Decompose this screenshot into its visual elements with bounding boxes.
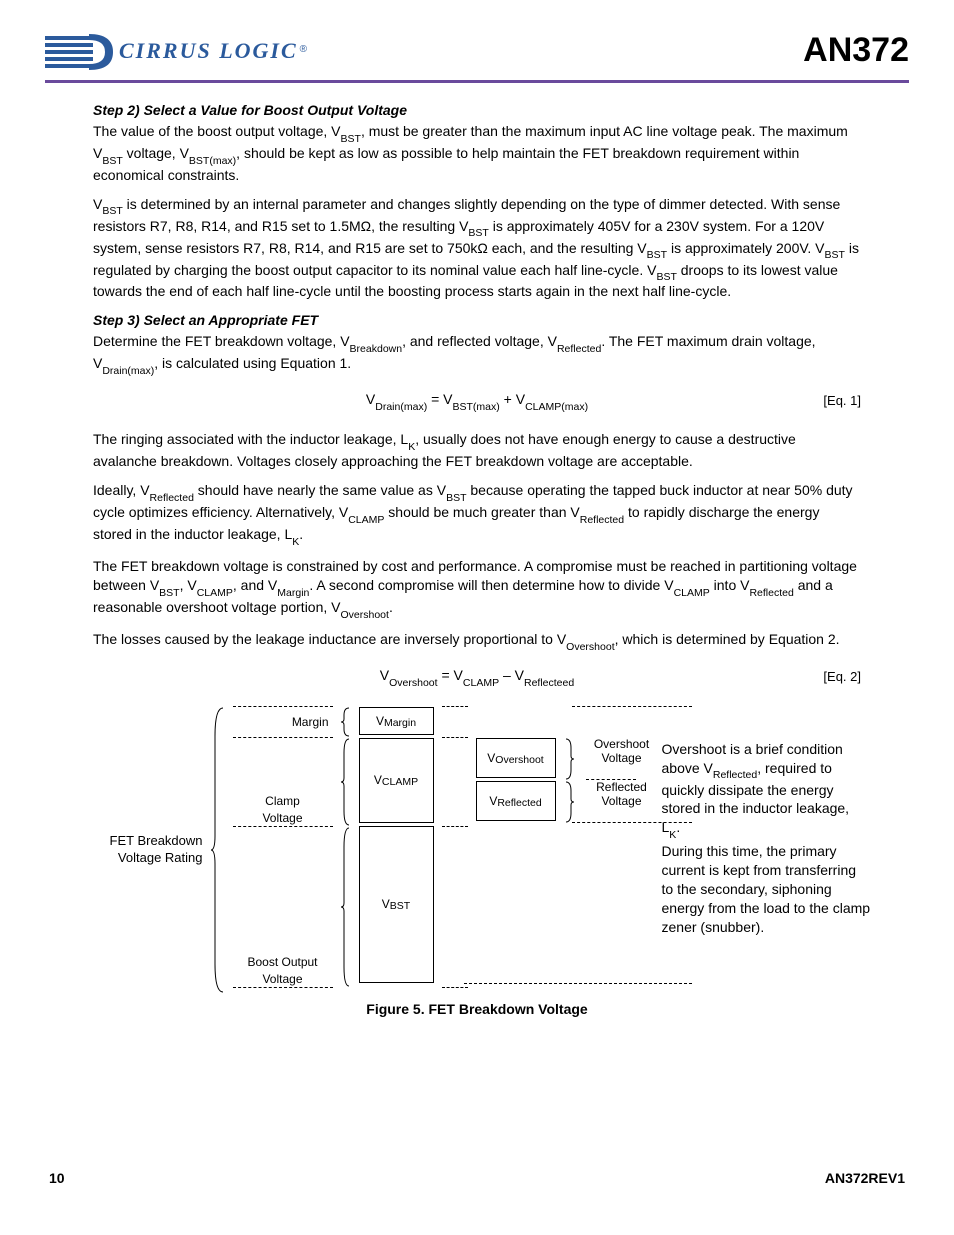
page-number: 10 bbox=[49, 1169, 65, 1188]
step2-para2: VBST is determined by an internal parame… bbox=[93, 195, 861, 302]
equation-2: VOvershoot = VCLAMP – VReflecteed [Eq. 2… bbox=[93, 666, 861, 688]
var-boxes-col2: VOvershoot VReflected bbox=[476, 706, 556, 994]
brace-icon bbox=[564, 780, 574, 823]
step3-para1: Determine the FET breakdown voltage, VBr… bbox=[93, 332, 861, 376]
diagram-side-text: Overshoot is a brief condition above VRe… bbox=[662, 706, 872, 947]
step3-para4: The FET breakdown voltage is constrained… bbox=[93, 557, 861, 620]
reflected-name: ReflectedVoltage bbox=[582, 780, 662, 822]
var-boxes-col1: VMargin VCLAMP VBST bbox=[359, 706, 434, 994]
fet-diagram: FET Breakdown Voltage Rating Margin Clam… bbox=[83, 706, 662, 994]
step2-heading: Step 2) Select a Value for Boost Output … bbox=[93, 101, 861, 120]
page-content: Step 2) Select a Value for Boost Output … bbox=[45, 101, 909, 1019]
figure-5: FET Breakdown Voltage Rating Margin Clam… bbox=[93, 706, 861, 1019]
vbst-box: VBST bbox=[359, 826, 434, 983]
eq2-label: [Eq. 2] bbox=[823, 668, 861, 686]
brace-icon bbox=[341, 826, 351, 987]
page-footer: 10 AN372REV1 bbox=[45, 1169, 909, 1188]
right-names: OvershootVoltage ReflectedVoltage bbox=[582, 706, 662, 994]
clamp-name: ClampVoltage bbox=[233, 738, 333, 826]
margin-name: Margin bbox=[233, 707, 333, 737]
step2-para1: The value of the boost output voltage, V… bbox=[93, 122, 861, 185]
vmargin-box: VMargin bbox=[359, 707, 434, 735]
step3-heading: Step 3) Select an Appropriate FET bbox=[93, 311, 861, 330]
vreflected-box: VReflected bbox=[476, 781, 556, 821]
brace-icon bbox=[341, 706, 351, 737]
overshoot-name: OvershootVoltage bbox=[582, 737, 662, 779]
eq1-label: [Eq. 1] bbox=[823, 392, 861, 410]
revision-code: AN372REV1 bbox=[825, 1169, 905, 1188]
step3-para2: The ringing associated with the inductor… bbox=[93, 430, 861, 471]
logo-mark-icon bbox=[45, 30, 115, 72]
connector-lines bbox=[442, 706, 468, 994]
vclamp-box: VCLAMP bbox=[359, 738, 434, 823]
diagram-left-label: FET Breakdown Voltage Rating bbox=[83, 706, 203, 994]
right-section-braces bbox=[564, 706, 574, 994]
page-header: CIRRUS LOGIC® AN372 bbox=[45, 28, 909, 83]
step3-para5: The losses caused by the leakage inducta… bbox=[93, 630, 861, 652]
vovershoot-box: VOvershoot bbox=[476, 738, 556, 778]
boost-name: Boost OutputVoltage bbox=[233, 827, 333, 987]
step3-para3: Ideally, VReflected should have nearly t… bbox=[93, 481, 861, 547]
equation-1: VDrain(max) = VBST(max) + VCLAMP(max) [E… bbox=[93, 390, 861, 412]
figure-caption: Figure 5. FET Breakdown Voltage bbox=[366, 1000, 587, 1019]
logo-text: CIRRUS LOGIC® bbox=[119, 36, 307, 66]
section-names: Margin ClampVoltage Boost OutputVoltage bbox=[233, 706, 333, 994]
brace-icon bbox=[564, 737, 574, 780]
document-code: AN372 bbox=[803, 28, 909, 74]
section-braces bbox=[341, 706, 351, 994]
brace-icon bbox=[341, 737, 351, 826]
overall-brace-icon bbox=[211, 706, 225, 994]
logo: CIRRUS LOGIC® bbox=[45, 30, 307, 72]
